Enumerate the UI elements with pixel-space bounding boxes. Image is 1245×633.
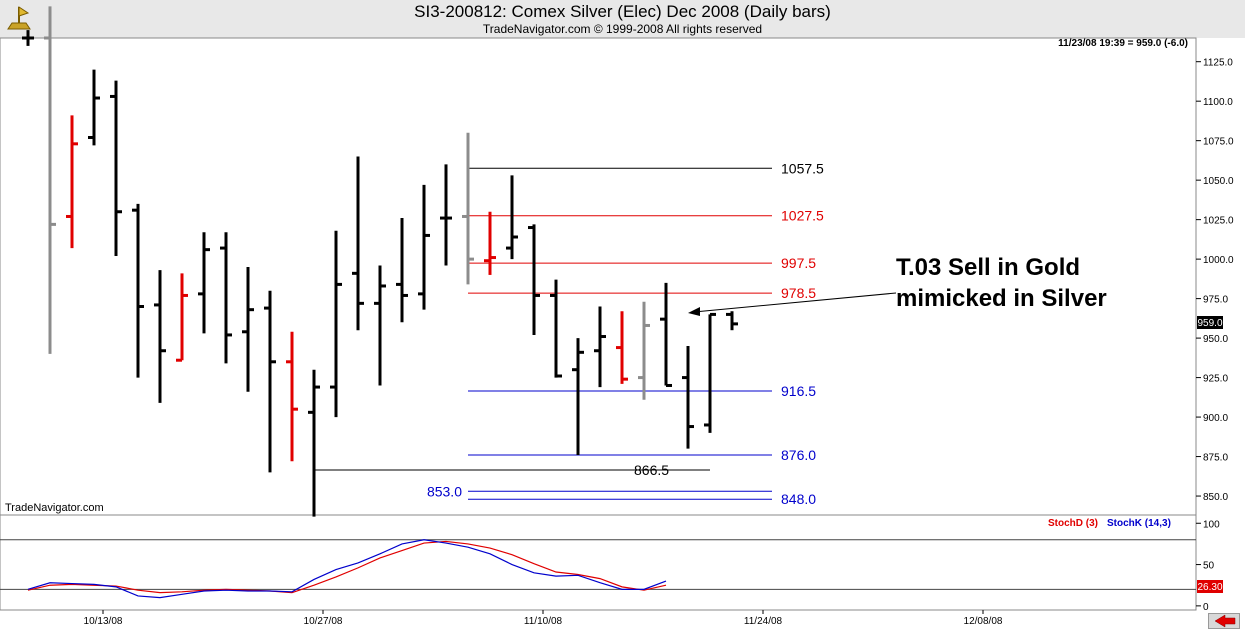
annotation: T.03 Sell in Gold mimicked in Silver (688, 254, 1107, 316)
stoch-y-tick-label: 0 (1203, 602, 1209, 613)
y-tick-label: 1025.0 (1203, 216, 1234, 227)
x-tick-label: 12/08/08 (964, 616, 1003, 627)
ohlc-bar (66, 115, 78, 249)
y-tick-label: 950.0 (1203, 334, 1228, 345)
stoch-panel (0, 514, 1197, 611)
arrowhead-icon (688, 307, 700, 316)
y-tick-label: 1050.0 (1203, 176, 1234, 187)
ohlc-bar (374, 265, 386, 386)
ohlc-bar (682, 345, 694, 449)
price-panel (0, 37, 1197, 516)
x-tick-label: 10/13/08 (84, 616, 123, 627)
ohlc-bar (484, 211, 496, 275)
ohlc-bar (308, 369, 320, 517)
stoch-y-tick-label: 50 (1203, 561, 1215, 572)
chart-header (0, 0, 1245, 38)
ohlc-bar (506, 175, 518, 260)
ohlc-bar (726, 311, 738, 331)
ohlc-bar (44, 6, 56, 354)
ohlc-bar (110, 80, 122, 256)
level-label: 997.5 (781, 255, 816, 271)
y-tick-label: 875.0 (1203, 453, 1228, 464)
ohlc-bar (462, 132, 474, 285)
ohlc-bar (154, 270, 166, 403)
y-tick-label: 1100.0 (1203, 97, 1233, 108)
ohlc-bar (594, 306, 606, 388)
level-label: 1057.5 (781, 160, 824, 176)
ohlc-bar (704, 312, 716, 433)
ohlc-bar (176, 273, 188, 362)
ohlc-bar (638, 301, 650, 400)
ohlc-bar (528, 224, 540, 335)
current-price-marker: 959.0 (1197, 316, 1223, 329)
ohlc-bar (88, 69, 100, 146)
ohlc-bar (220, 232, 232, 364)
stoch-y-tick-label: 100 (1203, 519, 1220, 530)
ohlc-bar (550, 279, 562, 378)
price-readout: 11/23/08 19:39 = 959.0 (-6.0) (1058, 38, 1188, 49)
level-label: 1027.5 (781, 208, 824, 224)
chart-subtitle: TradeNavigator.com © 1999-2008 All right… (482, 22, 763, 36)
level-label: 978.5 (781, 285, 816, 301)
ohlc-bar (132, 203, 144, 378)
ohlc-bar (330, 230, 342, 418)
ohlc-bar (418, 184, 430, 310)
ohlc-bar (22, 30, 34, 46)
ohlc-bar (198, 232, 210, 334)
ohlc-bar (352, 156, 364, 331)
watermark: TradeNavigator.com (5, 502, 104, 514)
level-label: 848.0 (781, 491, 816, 507)
y-tick-label: 850.0 (1203, 492, 1228, 503)
stoch-legend-d: StochD (3) (1048, 518, 1098, 529)
stoch-value-marker: 26.30 (1197, 580, 1223, 593)
x-tick-label: 11/10/08 (524, 616, 563, 627)
ohlc-bar (440, 164, 452, 266)
y-tick-label: 1075.0 (1203, 137, 1234, 148)
stoch-legend-k: StochK (14,3) (1107, 518, 1171, 529)
level-label: 866.5 (634, 462, 669, 478)
level-label: 876.0 (781, 447, 816, 463)
chart-title: SI3-200812: Comex Silver (Elec) Dec 2008… (414, 2, 831, 21)
ohlc-bar (616, 311, 628, 384)
annotation-line-1: T.03 Sell in Gold (896, 254, 1080, 281)
arrow-left-icon (1214, 614, 1236, 628)
x-tick-label: 10/27/08 (304, 616, 343, 627)
level-label: 916.5 (781, 383, 816, 399)
annotation-arrow (693, 292, 897, 313)
y-tick-label: 975.0 (1203, 295, 1228, 306)
stoch-value-label: 26.30 (1197, 582, 1222, 593)
ohlc-bar (572, 338, 584, 455)
y-tick-label: 900.0 (1203, 413, 1228, 424)
annotation-line-2: mimicked in Silver (896, 285, 1107, 312)
ohlc-bar (396, 218, 408, 323)
trade-navigator-logo-icon (4, 3, 34, 33)
y-tick-label: 1000.0 (1203, 255, 1234, 266)
stoch-series-line (27, 540, 667, 594)
scroll-right-button[interactable] (1208, 613, 1240, 629)
y-tick-label: 925.0 (1203, 374, 1228, 385)
ohlc-bar (286, 331, 298, 462)
ohlc-bar (264, 290, 276, 473)
current-price-label: 959.0 (1197, 318, 1222, 329)
level-label: 853.0 (427, 483, 462, 499)
x-tick-label: 11/24/08 (744, 616, 783, 627)
y-tick-label: 1125.0 (1203, 58, 1233, 69)
stoch-series-line (27, 539, 667, 599)
ohlc-bar (242, 267, 254, 392)
ohlc-bar (660, 282, 672, 387)
